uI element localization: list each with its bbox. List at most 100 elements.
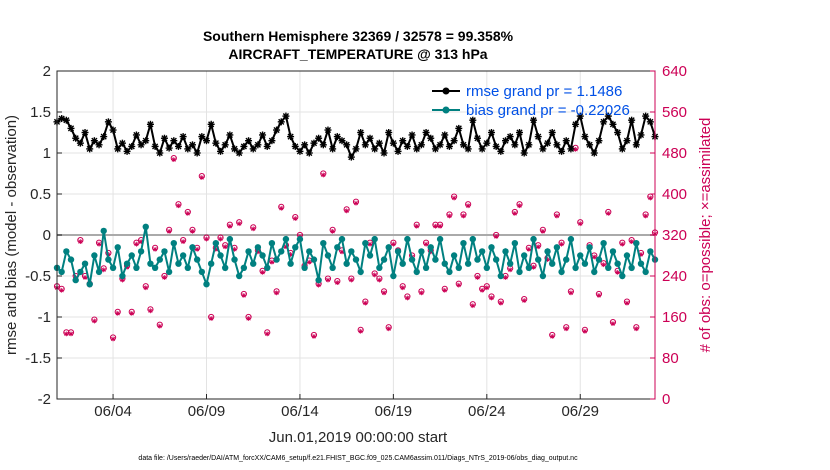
bias-point: [72, 276, 79, 284]
obs-assimilated-marker: [250, 226, 256, 232]
y2-axis-label: # of obs: o=possible; ×=assimilated: [697, 118, 714, 353]
rmse-point: [305, 149, 313, 157]
rmse-point: [506, 133, 514, 141]
obs-assimilated-marker: [521, 298, 527, 303]
bias-point: [497, 272, 505, 280]
bias-point: [142, 223, 149, 230]
rmse-point: [441, 131, 449, 139]
rmse-point: [646, 118, 654, 126]
rmse-point: [343, 141, 351, 149]
bias-point: [207, 260, 215, 267]
rmse-point: [375, 139, 383, 147]
footnote: data file: /Users/raeder/DAI/ATM_forcXX/…: [138, 455, 578, 462]
bias-point: [362, 240, 369, 247]
y2-tick-label: 240: [662, 268, 687, 285]
rmse-point: [614, 129, 622, 136]
obs-assimilated-marker: [619, 241, 625, 247]
obs-assimilated-marker: [227, 223, 233, 229]
rmse-point: [366, 134, 374, 142]
obs-assimilated-marker: [190, 228, 195, 234]
rmse-point: [534, 133, 542, 141]
obs-assimilated-marker: [292, 216, 298, 221]
rmse-point: [558, 147, 566, 155]
bias-point: [301, 264, 308, 271]
obs-assimilated-marker: [241, 293, 247, 298]
x-ticks: 06/04 06/09 06/14 06/19 06/24 06/29: [94, 394, 599, 420]
rmse-point: [184, 145, 192, 153]
bias-point: [558, 268, 565, 276]
obs-assimilated-marker: [222, 244, 228, 250]
obs-assimilated-marker: [386, 326, 392, 332]
rmse-point: [385, 129, 393, 136]
bias-point: [198, 268, 206, 276]
obs-assimilated-marker: [643, 213, 649, 219]
rmse-point: [90, 137, 98, 145]
bias-point: [642, 268, 649, 276]
y-tick-label: 0: [43, 227, 51, 244]
obs-assimilated-marker: [461, 213, 466, 219]
bias-point: [553, 244, 561, 251]
bias-point: [460, 240, 467, 247]
bias-point: [348, 248, 355, 255]
rmse-point: [642, 112, 650, 120]
bias-point: [544, 248, 551, 255]
bias-point: [212, 240, 220, 247]
bias-point: [95, 268, 103, 276]
bias-point: [147, 260, 154, 267]
y2-ticks: 0 80 160 240 320 400 480 560 640: [650, 63, 687, 408]
rmse-point: [618, 145, 626, 153]
obs-assimilated-marker: [246, 316, 251, 321]
rmse-point: [203, 137, 210, 145]
bias-point: [478, 248, 486, 255]
rmse-point: [221, 141, 229, 149]
bias-point: [619, 272, 626, 280]
rmse-point: [156, 149, 164, 157]
y2-tick-label: 640: [662, 63, 687, 80]
obs-assimilated-marker: [91, 318, 97, 324]
rmse-point: [361, 141, 369, 149]
obs-assimilated-marker: [115, 310, 121, 316]
bias-point: [296, 235, 304, 243]
obs-assimilated-marker: [601, 262, 607, 268]
rmse-point: [207, 120, 215, 128]
bias-point: [357, 268, 364, 276]
bias-point: [404, 235, 411, 243]
rmse-point: [249, 145, 257, 153]
rmse-point: [431, 145, 439, 153]
obs-assimilated-marker: [194, 246, 200, 252]
obs-assimilated-marker: [372, 272, 378, 278]
bias-point: [436, 235, 444, 243]
obs-assimilated-marker: [465, 203, 471, 209]
rmse-point: [539, 145, 547, 153]
obs-assimilated-marker: [624, 300, 630, 306]
rmse-point: [371, 145, 379, 153]
rmse-point: [217, 147, 225, 155]
bias-point: [81, 260, 89, 267]
bias-point: [450, 252, 458, 259]
rmse-point: [380, 149, 388, 157]
obs-assimilated-marker: [489, 295, 494, 301]
rmse-point: [632, 141, 640, 149]
obs-assimilated-marker: [414, 223, 420, 229]
y-tick-label: 0.5: [30, 186, 51, 203]
bias-point: [315, 276, 322, 284]
obs-assimilated-marker: [451, 195, 457, 201]
obs-assimilated-marker: [605, 211, 611, 216]
bias-point: [376, 264, 383, 271]
bias-point: [184, 264, 192, 271]
rmse-point: [86, 145, 94, 153]
bias-point: [539, 272, 547, 280]
y2-tick-label: 400: [662, 186, 687, 203]
obs-assimilated-marker: [479, 287, 485, 293]
rmse-point: [455, 124, 463, 132]
obs-assimilated-marker: [208, 316, 214, 321]
obs-assimilated-marker: [447, 213, 452, 219]
bias-point: [114, 244, 121, 251]
obs-assimilated-marker: [171, 157, 177, 163]
rmse-point: [469, 116, 477, 124]
obs-assimilated-marker: [540, 228, 546, 234]
obs-assimilated-marker: [582, 328, 588, 334]
bias-point: [343, 260, 350, 267]
obs-assimilated-marker: [334, 280, 340, 286]
bias-point: [292, 244, 299, 251]
